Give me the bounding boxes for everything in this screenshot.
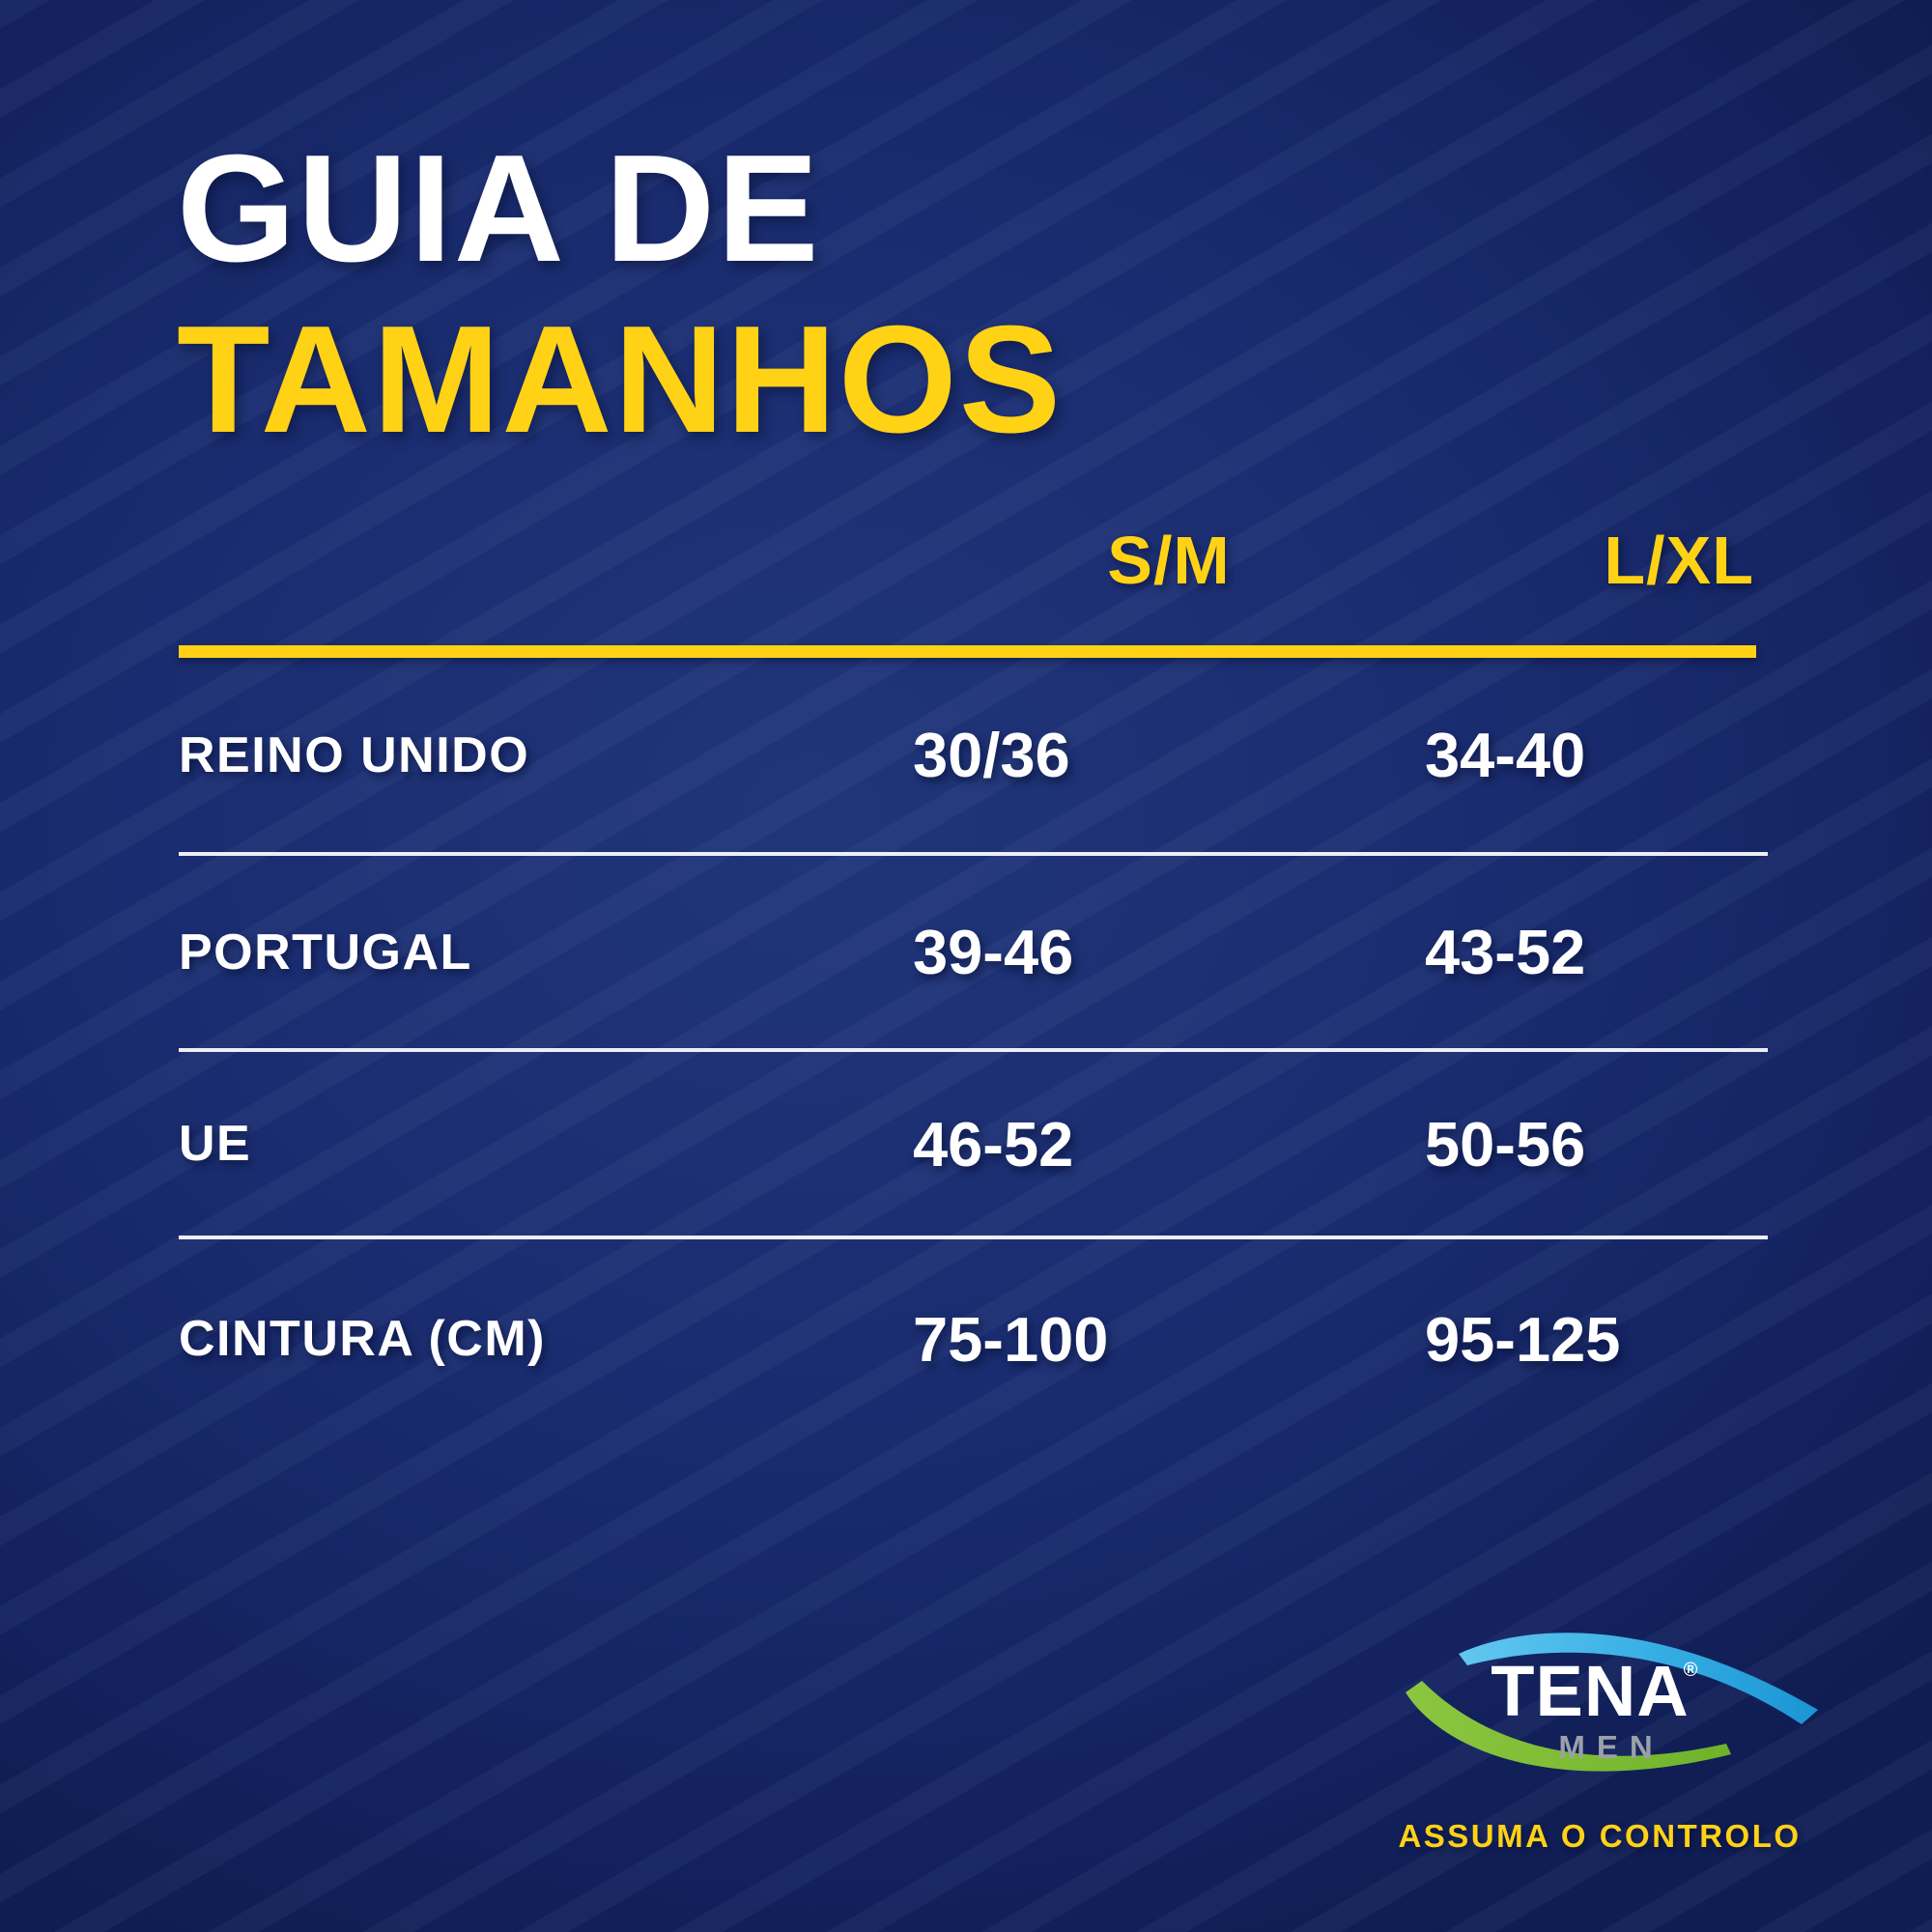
tena-wordmark: TENA [1491, 1651, 1689, 1731]
row-value-sm: 46-52 [913, 1108, 1074, 1179]
row-value-sm: 39-46 [913, 917, 1074, 987]
brand-tagline: ASSUMA O CONTROLO [1398, 1818, 1802, 1854]
men-wordmark: MEN [1558, 1729, 1663, 1765]
row-value-sm: 75-100 [913, 1303, 1109, 1375]
table-row: CINTURA (CM) 75-100 95-125 [179, 1236, 1768, 1438]
row-label: UE [179, 1116, 252, 1172]
row-value-sm: 30/36 [913, 720, 1070, 790]
table-row: UE 46-52 50-56 [179, 1048, 1768, 1236]
header-underline [179, 645, 1756, 658]
page-title-line1: GUIA DE [177, 124, 821, 294]
row-value-lxl: 95-125 [1425, 1303, 1621, 1375]
row-value-lxl: 50-56 [1425, 1108, 1586, 1179]
row-label: PORTUGAL [179, 923, 472, 980]
size-table: REINO UNIDO 30/36 34-40 PORTUGAL 39-46 4… [179, 645, 1768, 1438]
page-title-line2: TAMANHOS [177, 294, 1064, 465]
table-header-sm: S/M [1107, 523, 1231, 598]
row-value-lxl: 43-52 [1425, 917, 1586, 987]
table-row: PORTUGAL 39-46 43-52 [179, 852, 1768, 1048]
tena-men-logo: TENA ® MEN [1406, 1633, 1818, 1772]
table-header-row: S/M L/XL [179, 522, 1768, 598]
tena-swoosh-green-icon [1406, 1681, 1731, 1772]
registered-mark: ® [1684, 1660, 1698, 1681]
page-title: GUIA DE TAMANHOS [177, 124, 1063, 466]
row-value-lxl: 34-40 [1425, 720, 1586, 790]
row-label: REINO UNIDO [179, 726, 530, 783]
table-header-lxl: L/XL [1604, 523, 1754, 598]
table-row: REINO UNIDO 30/36 34-40 [179, 658, 1768, 852]
row-label: CINTURA (CM) [179, 1311, 546, 1367]
tena-swoosh-blue-icon [1459, 1633, 1818, 1724]
